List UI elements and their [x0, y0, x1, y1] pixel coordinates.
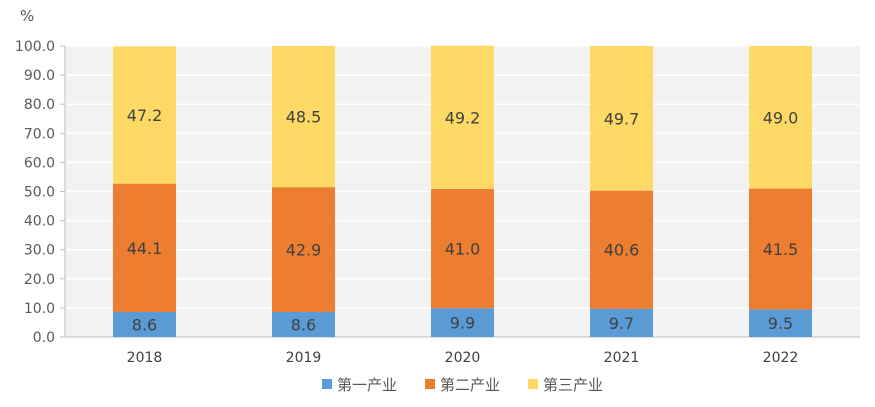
- bar-segment: [590, 308, 653, 337]
- y-axis-unit: %: [20, 7, 34, 25]
- data-label: 41.5: [763, 240, 799, 259]
- data-label: 40.6: [604, 241, 640, 260]
- data-label: 49.7: [604, 109, 640, 128]
- y-tick-label: 20.0: [24, 272, 55, 288]
- x-tick-label: 2020: [445, 350, 481, 366]
- bar-segment: [272, 311, 335, 337]
- y-tick-label: 60.0: [24, 155, 55, 171]
- data-label: 42.9: [286, 241, 322, 260]
- data-label: 48.5: [286, 108, 322, 127]
- y-tick-label: 30.0: [24, 243, 55, 259]
- data-label: 8.6: [291, 315, 316, 334]
- bar-segment: [431, 308, 494, 337]
- legend-label: 第三产业: [543, 376, 603, 394]
- legend-swatch: [322, 379, 332, 389]
- bar-segment: [590, 46, 653, 191]
- legend-label: 第二产业: [440, 376, 500, 394]
- bar-segment: [272, 46, 335, 188]
- bar-segment: [749, 309, 812, 337]
- data-label: 49.2: [445, 108, 481, 127]
- data-label: 49.0: [763, 108, 799, 127]
- data-label: 8.6: [132, 315, 157, 334]
- legend-label: 第一产业: [337, 376, 397, 394]
- bar-segment: [590, 190, 653, 309]
- data-label: 41.0: [445, 240, 481, 259]
- bar-segment: [431, 188, 494, 309]
- y-tick-label: 10.0: [24, 301, 55, 317]
- data-label: 9.5: [768, 314, 793, 333]
- x-tick-label: 2019: [286, 350, 322, 366]
- bar-segment: [113, 311, 176, 337]
- x-tick-label: 2022: [763, 350, 799, 366]
- bar-segment: [431, 45, 494, 189]
- bar-segment: [749, 188, 812, 310]
- data-label: 44.1: [127, 239, 163, 258]
- y-tick-label: 40.0: [24, 214, 55, 230]
- y-tick-label: 90.0: [24, 68, 55, 84]
- data-label: 9.7: [609, 314, 634, 333]
- bar-segment: [272, 187, 335, 312]
- y-tick-label: 70.0: [24, 126, 55, 142]
- legend-swatch: [528, 379, 538, 389]
- legend-swatch: [425, 379, 435, 389]
- y-tick-label: 100.0: [15, 39, 55, 55]
- bar-segment: [749, 46, 812, 189]
- data-label: 47.2: [127, 106, 163, 125]
- y-tick-label: 0.0: [33, 330, 55, 346]
- x-tick-label: 2021: [604, 350, 640, 366]
- bar-segment: [113, 183, 176, 312]
- data-label: 9.9: [450, 314, 475, 333]
- bar-segment: [113, 46, 176, 184]
- y-tick-label: 50.0: [24, 185, 55, 201]
- x-tick-label: 2018: [127, 350, 163, 366]
- y-tick-label: 80.0: [24, 97, 55, 113]
